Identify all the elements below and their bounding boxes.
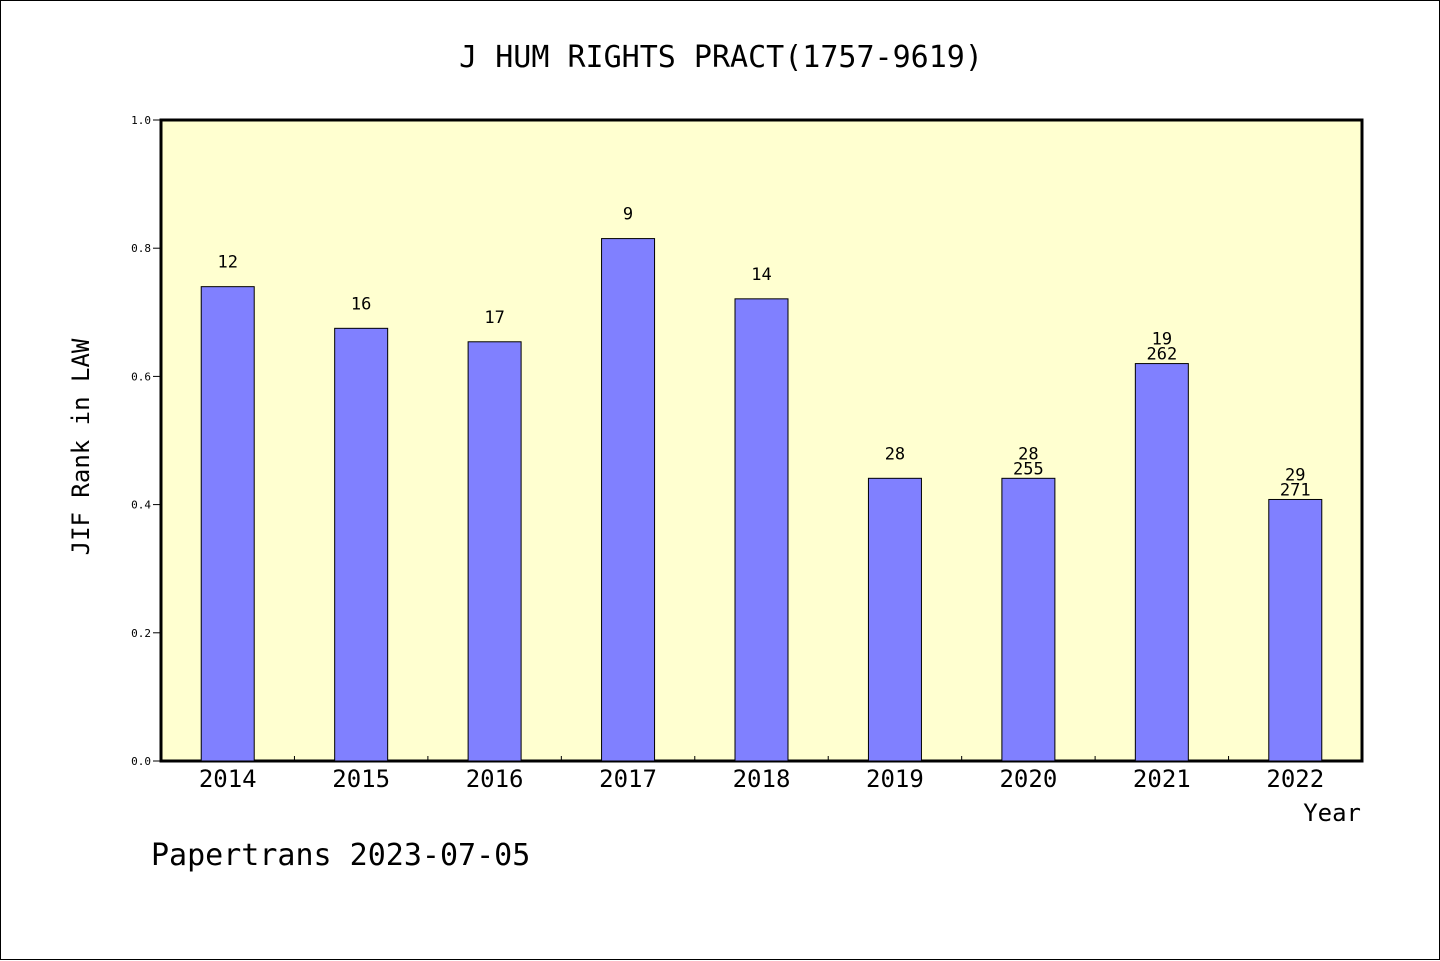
bar-2015 (334, 327, 389, 762)
y-tick-label-0.6: 0.6 (131, 370, 151, 383)
bar-2021 (1134, 363, 1189, 762)
x-tick-label-2020: 2020 (999, 765, 1057, 793)
x-tick-label-2022: 2022 (1266, 765, 1324, 793)
x-tick-label-2014: 2014 (199, 765, 257, 793)
y-tick-label-0.2: 0.2 (131, 627, 151, 640)
y-tick-label-1.0: 1.0 (131, 114, 151, 127)
bar-rank-label-2021: 19 (1152, 330, 1172, 350)
x-tick-label-2016: 2016 (466, 765, 524, 793)
bar-2019 (867, 477, 922, 762)
bar-2018 (734, 298, 789, 762)
bar-2014 (200, 286, 255, 762)
bar-2017 (601, 238, 656, 762)
x-tick-label-2019: 2019 (866, 765, 924, 793)
bar-2016 (467, 341, 522, 762)
bar-2022 (1268, 498, 1323, 762)
footer-text: Papertrans 2023-07-05 (151, 838, 530, 873)
bar-total-label-2022: 271 (1280, 480, 1311, 500)
bar-rank-label-2017: 9 (623, 205, 633, 225)
x-tick-label-2018: 2018 (733, 765, 791, 793)
bar-rank-label-2019: 28 (885, 444, 905, 464)
bar-rank-label-2014: 12 (217, 253, 237, 273)
bar-2020 (1001, 477, 1056, 762)
bar-total-label-2020: 255 (1013, 459, 1044, 479)
y-tick-label-0.8: 0.8 (131, 242, 151, 255)
y-axis: 0.0 0.2 0.4 0.6 0.8 1.0 (131, 114, 161, 768)
bar-rank-label-2015: 16 (351, 294, 371, 314)
bar-rank-label-2016: 17 (484, 308, 504, 328)
x-axis-label: Year (1303, 799, 1361, 827)
bar-total-label-2021: 262 (1146, 345, 1177, 365)
y-tick-label-0.0: 0.0 (131, 755, 151, 768)
x-tick-label-2015: 2015 (332, 765, 390, 793)
x-tick-label-2017: 2017 (599, 765, 657, 793)
x-axis: 2014 2015 2016 2017 2018 2019 2020 2021 2022 (199, 756, 1324, 793)
bar-rank-label-2020: 28 (1018, 444, 1038, 464)
chart-title: J HUM RIGHTS PRACT(1757-9619) (459, 40, 983, 75)
y-axis-label: JIF Rank in LAW (67, 338, 95, 555)
y-tick-label-0.4: 0.4 (131, 499, 151, 512)
x-tick-label-2021: 2021 (1133, 765, 1191, 793)
bar-rank-label-2022: 29 (1285, 465, 1305, 485)
bar-rank-label-2018: 14 (751, 265, 771, 285)
